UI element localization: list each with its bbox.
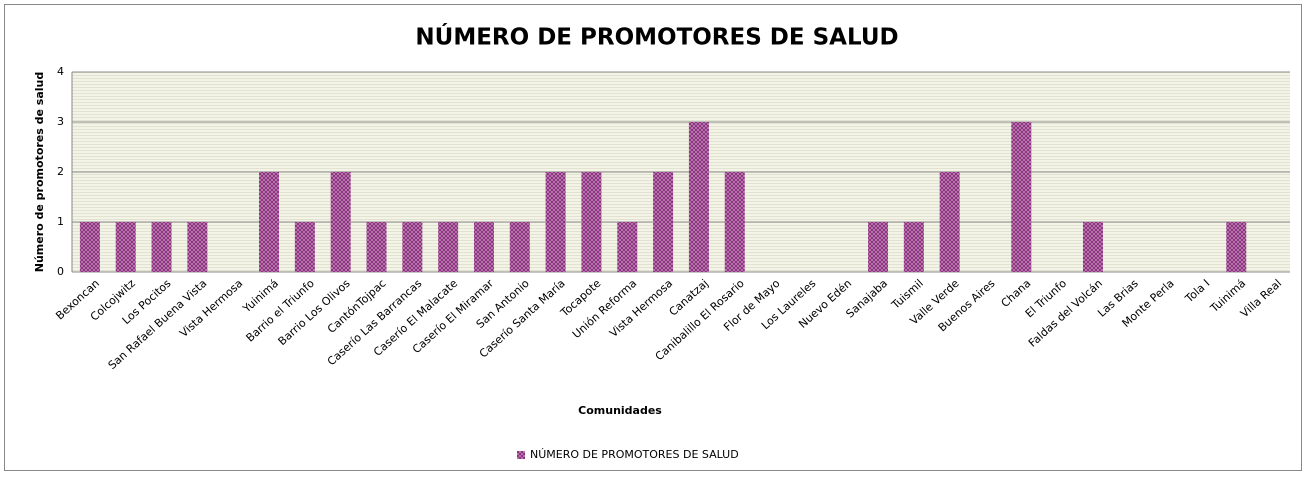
x-axis-title: Comunidades bbox=[578, 404, 662, 417]
legend-swatch bbox=[517, 451, 525, 459]
y-tick-label: 2 bbox=[57, 165, 64, 178]
bar bbox=[868, 222, 889, 272]
bar bbox=[151, 222, 172, 272]
bar bbox=[1082, 222, 1103, 272]
bar bbox=[581, 172, 602, 272]
bar bbox=[1226, 222, 1247, 272]
bar bbox=[294, 222, 315, 272]
bar bbox=[366, 222, 387, 272]
bar bbox=[402, 222, 423, 272]
y-tick-label: 0 bbox=[57, 265, 64, 278]
bar bbox=[545, 172, 566, 272]
bar bbox=[1011, 122, 1032, 272]
bar bbox=[473, 222, 494, 272]
bar bbox=[939, 172, 960, 272]
y-axis-title: Número de promotores de salud bbox=[33, 72, 46, 273]
y-tick-label: 3 bbox=[57, 115, 64, 128]
bar bbox=[187, 222, 208, 272]
bar bbox=[724, 172, 745, 272]
y-tick-label: 4 bbox=[57, 65, 64, 78]
bar bbox=[330, 172, 351, 272]
bar bbox=[653, 172, 674, 272]
bar bbox=[617, 222, 638, 272]
bar bbox=[688, 122, 709, 272]
bar bbox=[115, 222, 136, 272]
bar bbox=[509, 222, 530, 272]
bar bbox=[438, 222, 459, 272]
legend-label: NÚMERO DE PROMOTORES DE SALUD bbox=[530, 448, 739, 461]
chart-title: NÚMERO DE PROMOTORES DE SALUD bbox=[415, 23, 898, 51]
bar bbox=[903, 222, 924, 272]
bar bbox=[79, 222, 100, 272]
y-tick-label: 1 bbox=[57, 215, 64, 228]
bar bbox=[259, 172, 280, 272]
